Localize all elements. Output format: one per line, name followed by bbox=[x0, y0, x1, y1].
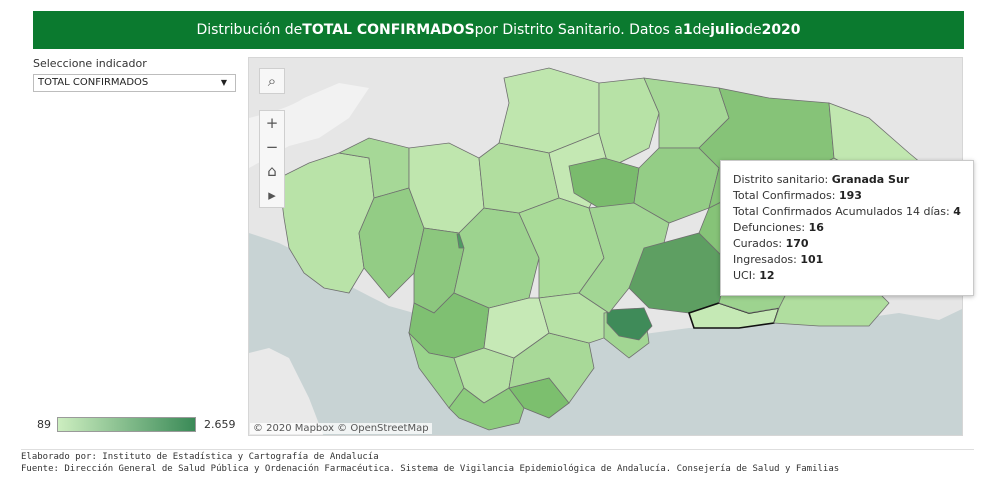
footer-source: Fuente: Dirección General de Salud Públi… bbox=[21, 464, 840, 474]
title-text-2: por Distrito Sanitario. Datos a bbox=[474, 22, 683, 38]
tooltip-row-defunciones: Defunciones: 16 bbox=[733, 220, 973, 236]
land-area bbox=[249, 348, 324, 435]
footer-credit: Elaborado por: Instituto de Estadística … bbox=[21, 452, 379, 462]
tooltip-value: 193 bbox=[838, 189, 862, 202]
tooltip-value: 4 bbox=[953, 205, 961, 218]
map-tooltip: Distrito sanitario: Granada Sur Total Co… bbox=[720, 160, 974, 296]
legend-min-value: 89 bbox=[37, 418, 51, 431]
legend-max-value: 2.659 bbox=[204, 418, 236, 431]
tooltip-row-curados: Curados: 170 bbox=[733, 236, 973, 252]
map-view[interactable]: ⌕ + − ⌂ ▸ © 2020 Mapbox © OpenStreetMap bbox=[248, 57, 963, 436]
map-attribution[interactable]: © 2020 Mapbox © OpenStreetMap bbox=[250, 423, 432, 434]
indicator-select-value: TOTAL CONFIRMADOS bbox=[38, 77, 149, 88]
district-la-janda[interactable] bbox=[448, 387, 525, 431]
map-zoom-tools: + − ⌂ ▸ bbox=[259, 110, 285, 208]
pan-arrow-icon[interactable]: ▸ bbox=[268, 186, 276, 204]
indicator-label: Seleccione indicador bbox=[33, 57, 147, 70]
tooltip-value: 170 bbox=[785, 237, 809, 250]
tooltip-value: 16 bbox=[808, 221, 824, 234]
legend-color-ramp bbox=[57, 417, 196, 432]
tooltip-label: Defunciones: bbox=[733, 221, 809, 234]
title-indicator: TOTAL CONFIRMADOS bbox=[302, 22, 475, 38]
district-huelva[interactable] bbox=[278, 152, 375, 294]
search-icon[interactable]: ⌕ bbox=[267, 72, 277, 90]
tooltip-label: UCI: bbox=[733, 269, 760, 282]
chevron-down-icon: ▼ bbox=[220, 78, 227, 87]
zoom-out-button[interactable]: − bbox=[265, 138, 279, 156]
footer-divider bbox=[21, 449, 974, 450]
tooltip-label: Distrito sanitario: bbox=[733, 173, 832, 186]
title-year: 2020 bbox=[761, 22, 801, 38]
tooltip-value: 101 bbox=[800, 253, 824, 266]
map-search-tool[interactable]: ⌕ bbox=[259, 68, 285, 94]
district-malaga[interactable] bbox=[606, 307, 653, 341]
title-month: julio bbox=[710, 22, 745, 38]
tooltip-row-confirmados: Total Confirmados: 193 bbox=[733, 188, 973, 204]
tooltip-label: Curados: bbox=[733, 237, 786, 250]
indicator-select[interactable]: TOTAL CONFIRMADOS ▼ bbox=[33, 74, 236, 92]
title-text-3: de bbox=[692, 22, 711, 38]
tooltip-label: Ingresados: bbox=[733, 253, 801, 266]
tooltip-value: Granada Sur bbox=[831, 173, 910, 186]
tooltip-row-acumulados: Total Confirmados Acumulados 14 días: 4 bbox=[733, 204, 973, 220]
title-text-1: Distribución de bbox=[196, 22, 303, 38]
andalusia-district-map bbox=[249, 58, 962, 435]
zoom-in-button[interactable]: + bbox=[265, 114, 279, 132]
home-icon[interactable]: ⌂ bbox=[267, 162, 277, 180]
tooltip-label: Total Confirmados Acumulados 14 días: bbox=[733, 205, 954, 218]
tooltip-row-uci: UCI: 12 bbox=[733, 268, 973, 284]
title-day: 1 bbox=[682, 22, 693, 38]
tooltip-row-district: Distrito sanitario: Granada Sur bbox=[733, 172, 973, 188]
title-text-4: de bbox=[744, 22, 762, 38]
tooltip-row-ingresados: Ingresados: 101 bbox=[733, 252, 973, 268]
page-title: Distribución de TOTAL CONFIRMADOS por Di… bbox=[33, 11, 964, 49]
tooltip-value: 12 bbox=[759, 269, 775, 282]
tooltip-label: Total Confirmados: bbox=[733, 189, 839, 202]
